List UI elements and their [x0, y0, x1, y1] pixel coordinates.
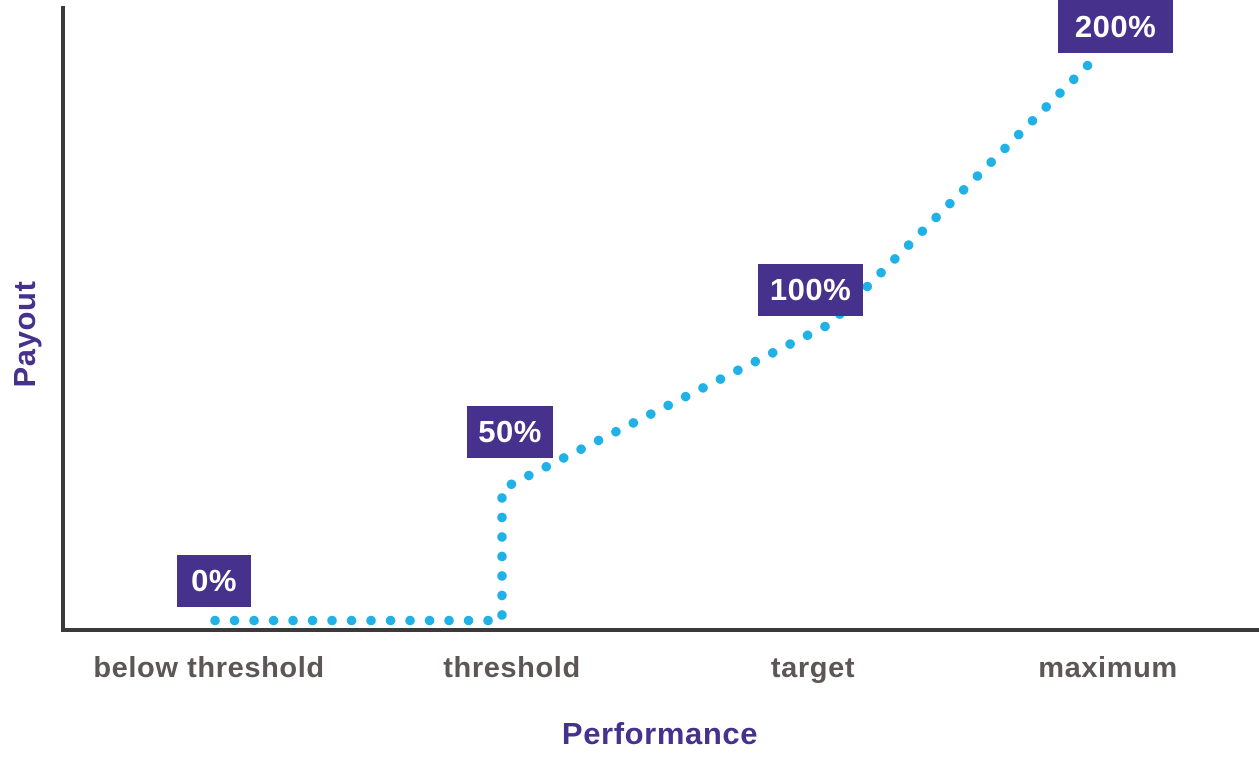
x-axis-title: Performance: [561, 716, 759, 751]
x-tick-below-threshold: below threshold: [93, 652, 325, 684]
annotation-200pct: 200%: [1058, 0, 1173, 53]
x-tick-maximum: maximum: [1038, 652, 1178, 684]
annotation-100pct: 100%: [758, 264, 863, 316]
x-axis-line: [61, 628, 1259, 632]
y-axis-line: [61, 6, 65, 632]
payout-dotted-line: [210, 52, 1101, 626]
x-tick-threshold: threshold: [443, 652, 581, 684]
annotation-0pct: 0%: [177, 555, 251, 607]
x-tick-target: target: [770, 652, 856, 684]
annotation-50pct: 50%: [467, 406, 553, 458]
